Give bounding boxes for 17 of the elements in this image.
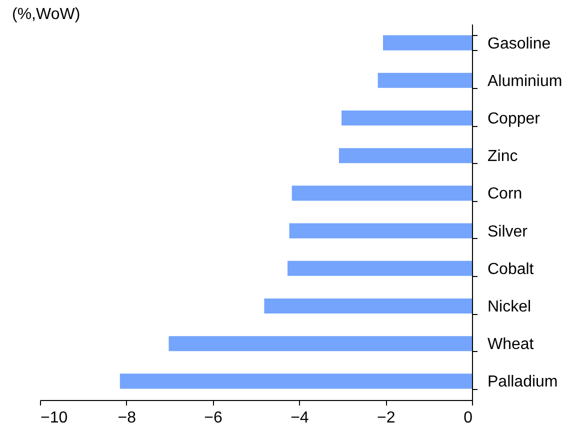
y-tick-label: Silver xyxy=(488,223,528,240)
y-tick-label: Gasoline xyxy=(488,35,551,52)
x-tick-label: −10 xyxy=(40,410,68,426)
y-tick-label: Zinc xyxy=(488,148,518,166)
x-tick-label: 0 xyxy=(464,410,473,426)
x-tick-label: −6 xyxy=(204,410,223,426)
x-tick-label: −8 xyxy=(118,410,136,426)
x-tick-label: −4 xyxy=(290,410,309,426)
y-tick-label: Copper xyxy=(488,110,541,128)
y-tick-label: Corn xyxy=(488,186,522,203)
x-tick-label: −2 xyxy=(376,410,396,426)
y-tick-label: Nickel xyxy=(488,298,532,316)
y-tick-label: Palladium xyxy=(488,374,558,391)
y-tick-label: Cobalt xyxy=(488,260,534,278)
chart-title: (%,WoW) xyxy=(12,6,80,23)
y-tick-label: Wheat xyxy=(488,336,534,354)
y-tick-label: Aluminium xyxy=(488,72,562,90)
